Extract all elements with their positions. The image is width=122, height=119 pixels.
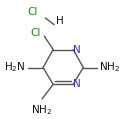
Text: N: N xyxy=(73,45,81,55)
Text: H: H xyxy=(56,16,64,26)
Text: N: N xyxy=(73,79,81,89)
Text: Cl: Cl xyxy=(30,28,41,38)
Text: Cl: Cl xyxy=(27,7,38,17)
Text: NH$_2$: NH$_2$ xyxy=(99,61,120,74)
Text: H$_2$N: H$_2$N xyxy=(4,61,25,74)
Text: NH$_2$: NH$_2$ xyxy=(31,104,53,117)
